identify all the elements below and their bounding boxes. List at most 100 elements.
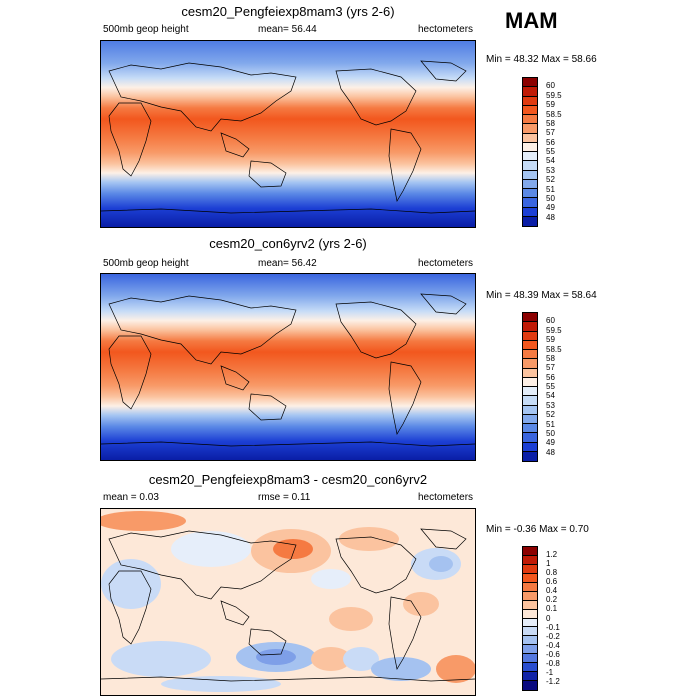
panel-1-variable-label: 500mb geop height: [103, 24, 189, 35]
colorbar-tick-label: 0.8: [546, 568, 558, 578]
colorbar-swatch: [523, 340, 537, 350]
colorbar-swatch: [523, 387, 537, 397]
colorbar-swatch: [523, 555, 537, 565]
colorbar-swatch: [523, 179, 537, 189]
colorbar-tick-label: 0: [546, 613, 551, 623]
colorbar-swatch: [523, 591, 537, 601]
panel-3-units-label: hectometers: [418, 492, 474, 503]
panel-2-title: cesm20_con6yrv2 (yrs 2-6): [209, 236, 367, 251]
colorbar-tick-label: 48: [546, 447, 555, 457]
panel-1-units-label: hectometers: [418, 24, 474, 35]
colorbar-tick-label: 59: [546, 335, 555, 345]
colorbar-tick-label: 50: [546, 193, 555, 203]
colorbar-tick-label: 58: [546, 118, 555, 128]
colorbar-tick-label: 55: [546, 382, 555, 391]
panel-1-minmax: Min = 48.32 Max = 58.66: [486, 54, 597, 65]
colorbar-tick-label: 59.5: [546, 90, 562, 100]
panel-3-rmse-label: rmse = 0.11: [258, 492, 311, 503]
colorbar-tick-label: 59.5: [546, 325, 562, 335]
panel-3-anomaly-blobs: [101, 511, 475, 692]
colorbar-swatch: [523, 189, 537, 199]
colorbar-tick-label: 0.1: [546, 604, 558, 614]
colorbar-swatch: [523, 424, 537, 434]
colorbar-swatch: [523, 331, 537, 341]
colorbar-swatch: [523, 451, 537, 461]
colorbar-swatch: [523, 547, 537, 556]
colorbar-tick-label: 56: [546, 137, 555, 147]
colorbar-swatch: [523, 142, 537, 152]
colorbar-tick-label: 59: [546, 100, 555, 110]
colorbar-tick-label: -0.8: [546, 658, 560, 668]
colorbar-swatch: [523, 414, 537, 424]
colorbar-swatch: [523, 433, 537, 443]
colorbar-tick-label: -1: [546, 667, 554, 677]
colorbar-swatch: [523, 198, 537, 208]
panel-1-title: cesm20_Pengfeiexp8mam3 (yrs 2-6): [181, 4, 395, 19]
colorbar-swatch: [523, 170, 537, 180]
colorbar-tick-label: 58.5: [546, 109, 562, 119]
panel-2-colorbar: [522, 312, 538, 462]
colorbar-tick-label: 57: [546, 363, 555, 373]
panel-1-map: [100, 40, 476, 228]
colorbar-swatch: [523, 396, 537, 406]
colorbar-swatch: [523, 105, 537, 115]
colorbar-tick-label: 49: [546, 203, 555, 213]
colorbar-tick-label: 51: [546, 184, 555, 194]
colorbar-swatch: [523, 564, 537, 574]
colorbar-tick-label: 0.6: [546, 577, 558, 587]
colorbar-swatch: [523, 672, 537, 682]
panel-3-map: [100, 508, 476, 696]
colorbar-tick-label: 53: [546, 400, 555, 410]
colorbar-swatch: [523, 216, 537, 226]
colorbar-tick-label: 49: [546, 438, 555, 448]
colorbar-tick-label: 55: [546, 147, 555, 156]
colorbar-tick-label: -0.1: [546, 622, 560, 632]
colorbar-tick-label: 0.2: [546, 595, 558, 605]
colorbar-swatch: [523, 152, 537, 162]
panel-2-map: [100, 273, 476, 461]
colorbar-swatch: [523, 636, 537, 646]
panel-3-colorbar: [522, 546, 538, 691]
panel-3-title: cesm20_Pengfeiexp8mam3 - cesm20_con6yrv2: [148, 472, 428, 487]
colorbar-swatch: [523, 115, 537, 125]
panel-1-colorbar: [522, 77, 538, 227]
colorbar-tick-label: 58: [546, 353, 555, 363]
colorbar-swatch: [523, 681, 537, 690]
panel-2-units-label: hectometers: [418, 258, 474, 269]
colorbar-swatch: [523, 368, 537, 378]
colorbar-tick-label: 52: [546, 410, 555, 420]
colorbar-swatch: [523, 96, 537, 106]
panel-2-variable-label: 500mb geop height: [103, 258, 189, 269]
colorbar-tick-label: -1.2: [546, 676, 560, 686]
colorbar-swatch: [523, 600, 537, 610]
colorbar-tick-label: 54: [546, 391, 555, 401]
colorbar-tick-label: 51: [546, 419, 555, 429]
colorbar-swatch: [523, 654, 537, 664]
colorbar-tick-label: 48: [546, 212, 555, 222]
colorbar-swatch: [523, 573, 537, 583]
season-label: MAM: [505, 8, 558, 33]
colorbar-tick-label: 58.5: [546, 344, 562, 354]
colorbar-tick-label: 53: [546, 165, 555, 175]
panel-3-continent-outlines: [101, 528, 475, 682]
colorbar-tick-label: 57: [546, 128, 555, 138]
colorbar-swatch: [523, 359, 537, 369]
colorbar-tick-label: -0.6: [546, 649, 560, 659]
colorbar-swatch: [523, 663, 537, 673]
colorbar-swatch: [523, 582, 537, 592]
colorbar-swatch: [523, 350, 537, 360]
colorbar-swatch: [523, 377, 537, 387]
colorbar-tick-label: 60: [546, 81, 555, 91]
colorbar-tick-label: -0.4: [546, 640, 560, 650]
colorbar-swatch: [523, 313, 537, 323]
colorbar-swatch: [523, 124, 537, 134]
panel-2-mean-label: mean= 56.42: [258, 258, 317, 269]
colorbar-swatch: [523, 442, 537, 452]
panel-2-continent-outlines: [101, 293, 475, 447]
colorbar-swatch: [523, 627, 537, 637]
colorbar-tick-label: 60: [546, 316, 555, 326]
colorbar-swatch: [523, 207, 537, 217]
colorbar-swatch: [523, 405, 537, 415]
panel-3-minmax: Min = -0.36 Max = 0.70: [486, 524, 589, 535]
colorbar-tick-label: -0.2: [546, 631, 560, 641]
